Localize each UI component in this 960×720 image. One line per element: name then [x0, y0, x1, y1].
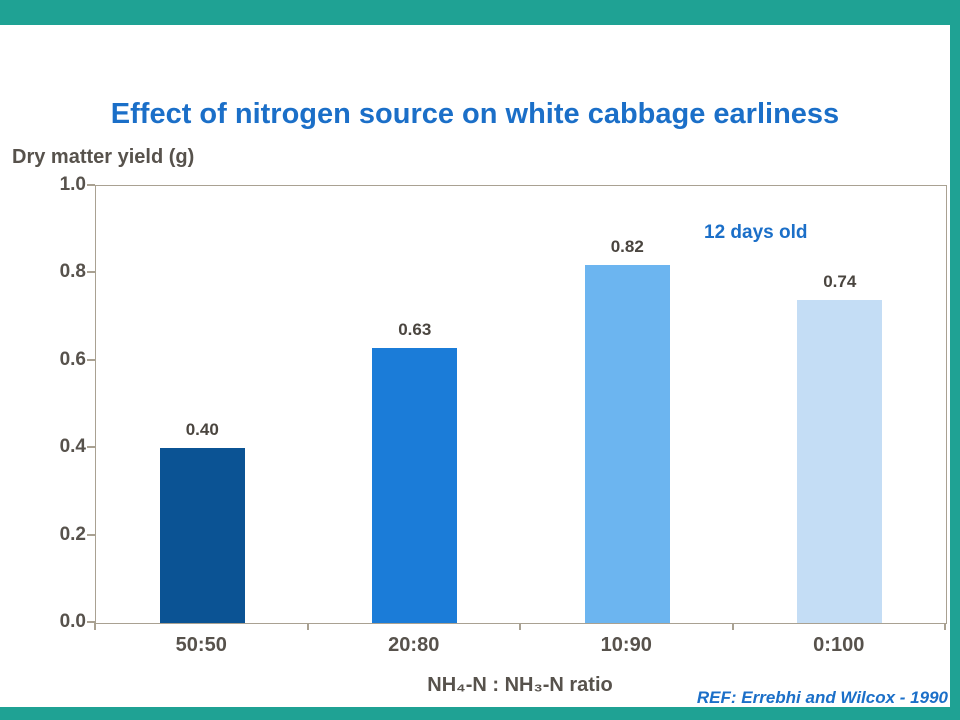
y-tick-mark	[87, 533, 95, 536]
x-tick-mark	[731, 623, 734, 630]
bar-value-label: 0.74	[823, 271, 857, 291]
bar-value-label: 0.40	[185, 420, 219, 440]
x-tick-mark	[306, 623, 309, 630]
top-border-bar	[0, 0, 960, 25]
bar-20-80	[372, 347, 458, 623]
bottom-border-bar	[0, 707, 960, 720]
reference-text: REF: Errebhi and Wilcox - 1990	[696, 688, 948, 707]
y-tick-mark	[87, 621, 95, 623]
x-tick-label: 20:80	[388, 634, 440, 656]
y-tick-label: 0.2	[59, 523, 86, 545]
y-axis-title: Dry matter yield (g)	[12, 146, 195, 168]
x-tick-label: 0:100	[813, 634, 865, 656]
bar-10-90	[584, 264, 670, 623]
x-tick-mark	[94, 623, 96, 630]
y-tick-mark	[87, 271, 95, 274]
right-border-bar	[950, 0, 960, 720]
x-tick-mark	[944, 623, 946, 630]
y-tick-mark	[87, 184, 95, 186]
y-tick-label: 1.0	[59, 174, 86, 195]
y-tick-label: 0.4	[59, 436, 86, 458]
bar-0-100	[797, 299, 883, 623]
bar-value-label: 0.82	[610, 236, 644, 256]
y-tick-mark	[87, 358, 95, 361]
y-tick-mark	[87, 446, 95, 449]
x-tick-label: 50:50	[175, 634, 227, 656]
chart-title: Effect of nitrogen source on white cabba…	[110, 98, 840, 130]
x-tick-mark	[519, 623, 521, 630]
bar-value-label: 0.63	[398, 319, 432, 339]
bar-50-50	[159, 448, 245, 623]
x-axis-title: NH₄-N : NH₃-N ratio	[427, 674, 613, 696]
y-tick-label: 0.0	[59, 611, 86, 632]
y-tick-label: 0.6	[59, 348, 86, 370]
y-tick-label: 0.8	[59, 261, 86, 283]
annotation-12-days-old: 12 days old	[704, 222, 808, 243]
plot-area: 0.40 0.63 0.82 0.74	[95, 185, 947, 624]
x-tick-label: 10:90	[600, 634, 652, 656]
